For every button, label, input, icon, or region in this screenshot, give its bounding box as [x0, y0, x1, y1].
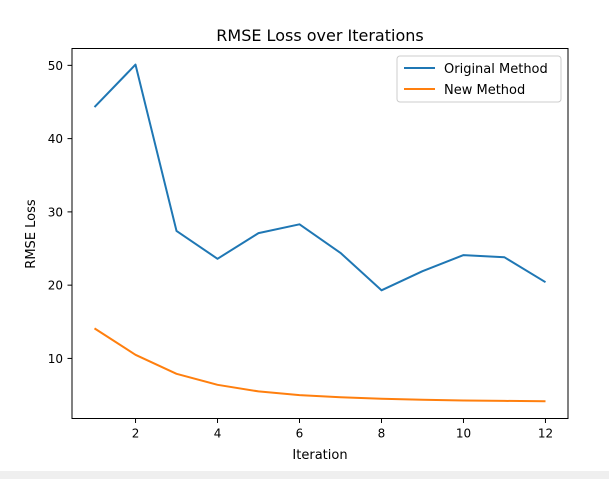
y-tick-label: 30	[48, 205, 63, 219]
legend: Original Method New Method	[396, 55, 562, 103]
window-bottom-strip	[0, 471, 609, 479]
x-tick-label: 2	[132, 427, 140, 441]
y-tick-label: 40	[48, 132, 63, 146]
series-line-new-method	[93, 327, 546, 403]
plot-area	[72, 48, 568, 419]
legend-label-new-method: New Method	[444, 83, 525, 98]
x-axis-label: Iteration	[292, 448, 347, 463]
x-tick-label: 8	[378, 427, 386, 441]
x-tick-label: 6	[296, 427, 304, 441]
y-axis-label: RMSE Loss	[24, 199, 39, 269]
chart-title: RMSE Loss over Iterations	[216, 26, 423, 45]
legend-label-original-method: Original Method	[444, 62, 548, 77]
y-tick-label: 10	[48, 352, 63, 366]
y-axis-ticks: 10 20 30 40 50	[48, 59, 72, 366]
x-tick-label: 12	[538, 427, 553, 441]
legend-box	[396, 55, 562, 103]
y-tick-label: 50	[48, 59, 63, 73]
series-lines	[93, 63, 547, 403]
x-tick-label: 4	[214, 427, 222, 441]
y-tick-label: 20	[48, 279, 63, 293]
x-tick-label: 10	[456, 427, 471, 441]
plot-frame	[71, 48, 569, 419]
series-line-original-method	[93, 63, 547, 292]
x-axis-ticks: 2 4 6 8 10 12	[132, 418, 553, 441]
